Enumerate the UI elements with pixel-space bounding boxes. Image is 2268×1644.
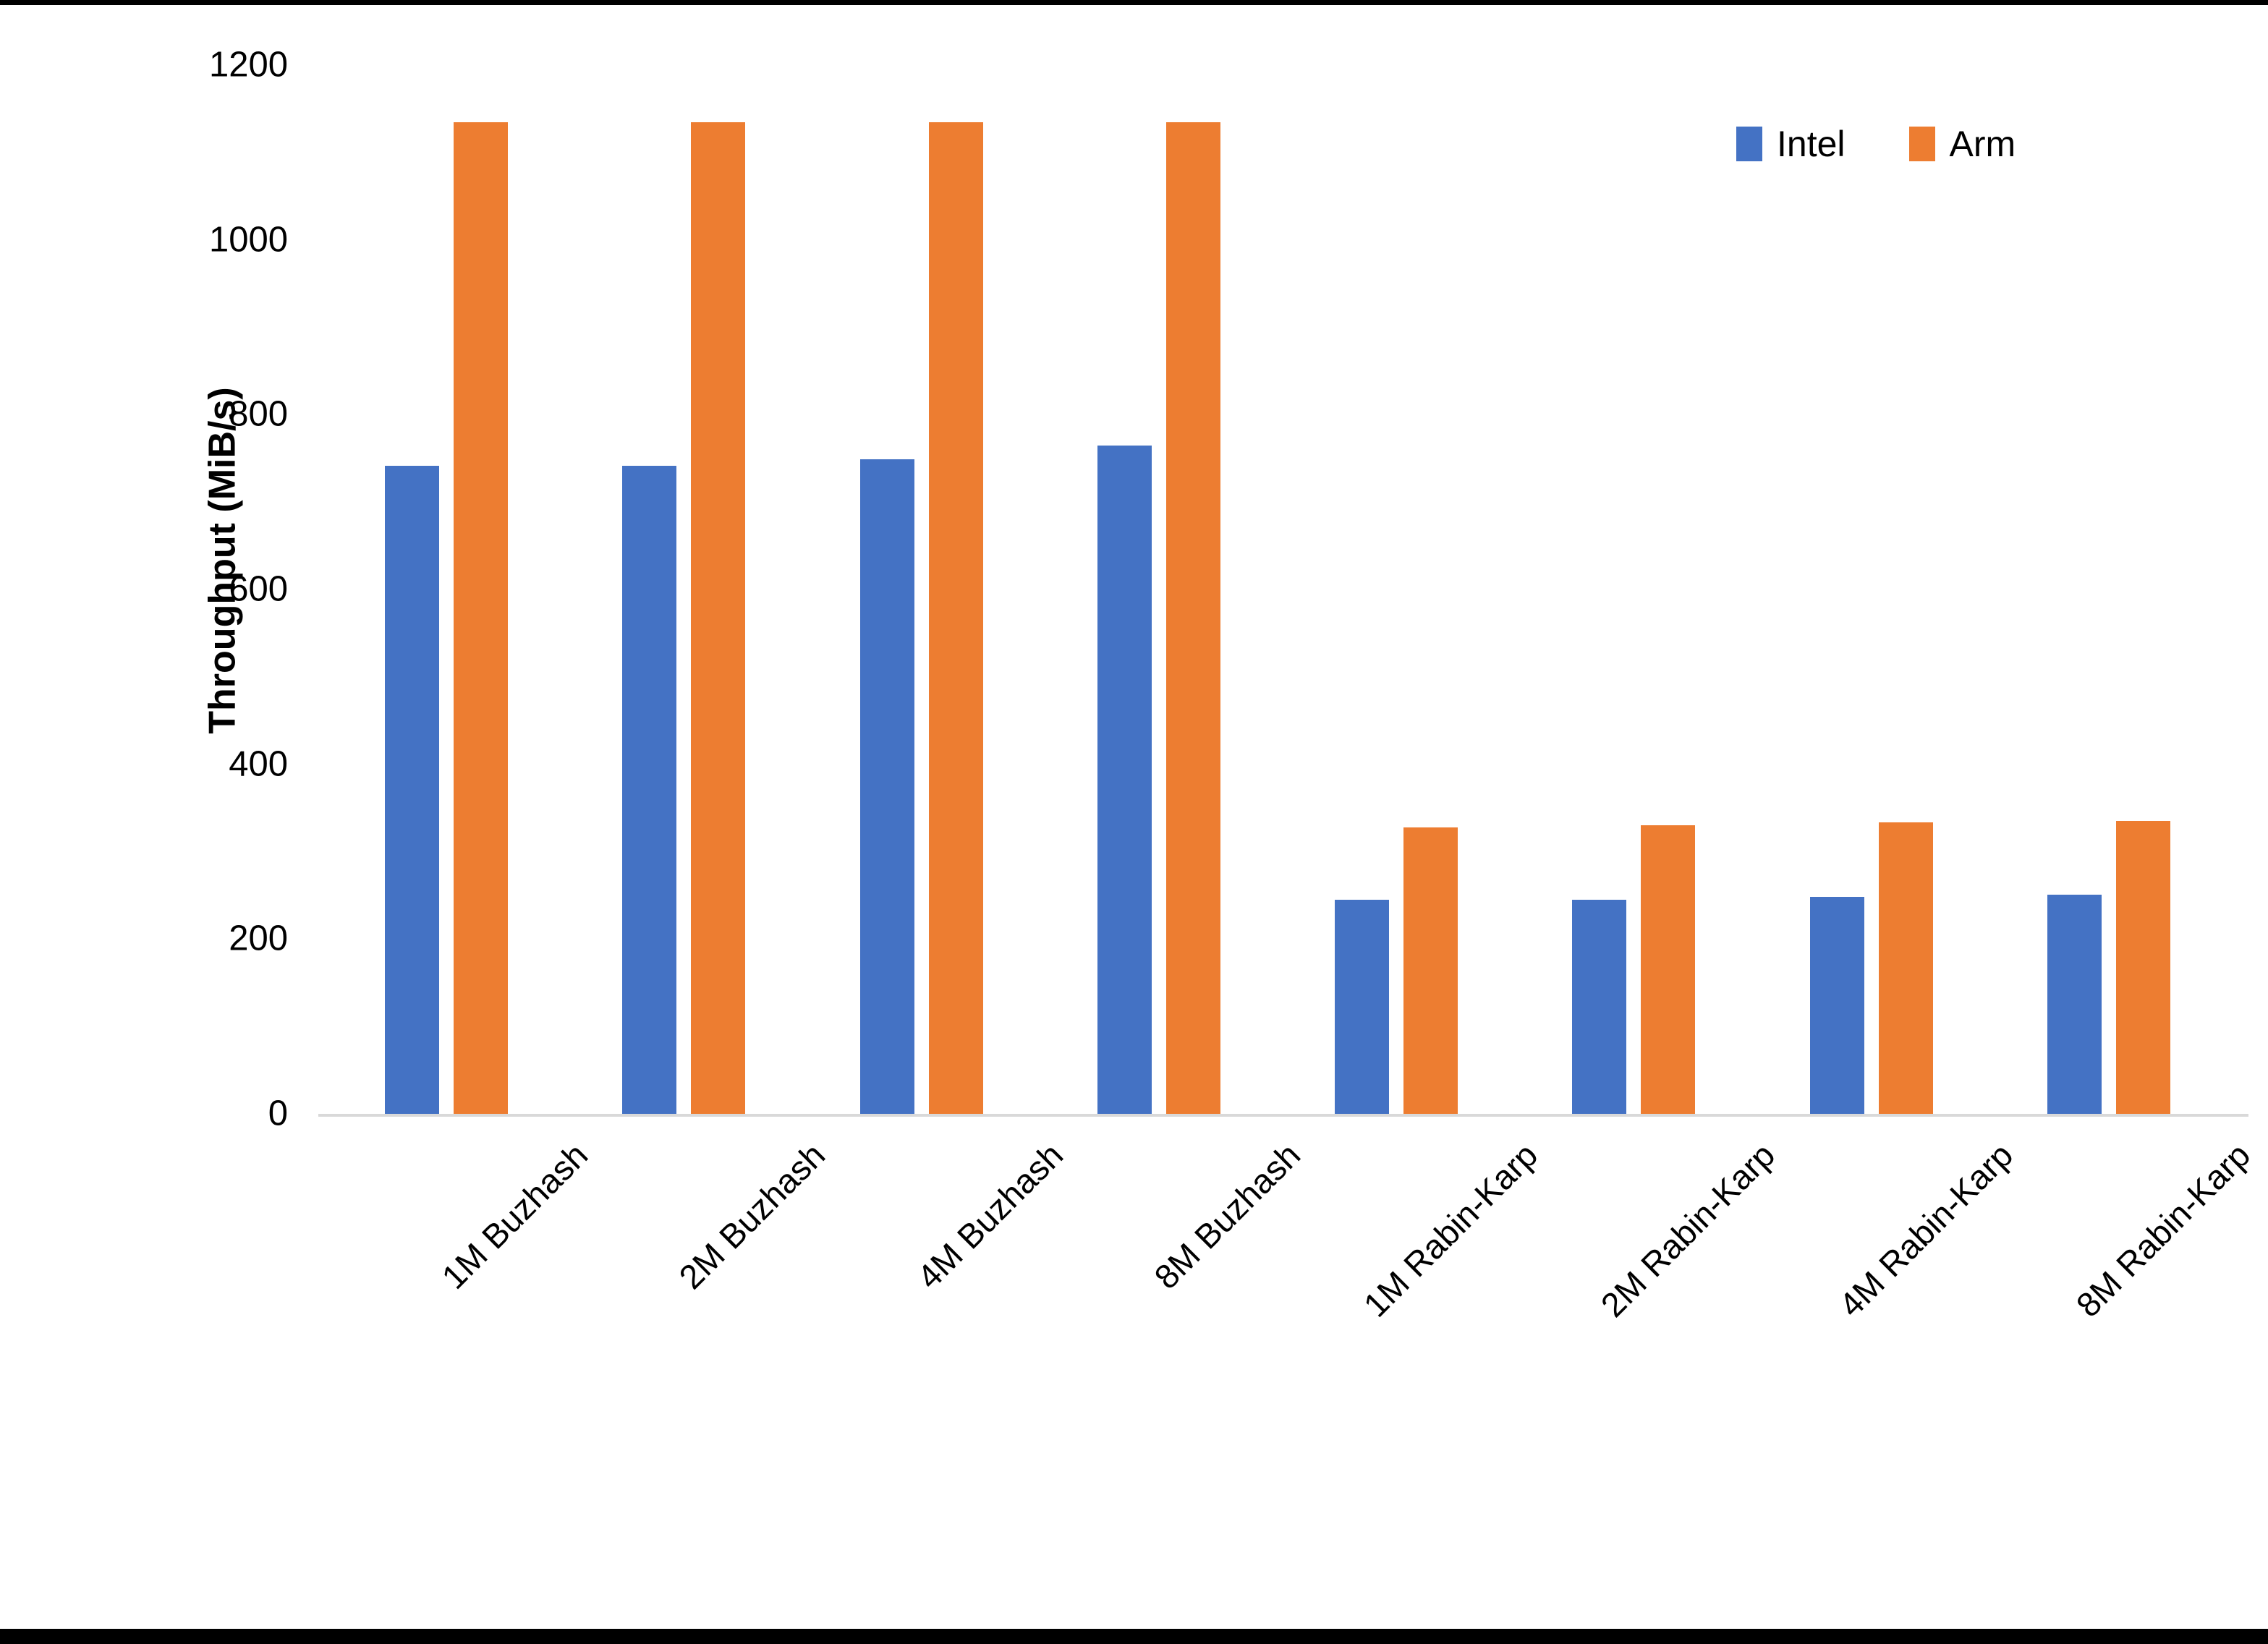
x-axis-label-8M Rabin-Karp: 8M Rabin-Karp [2068,1135,2258,1324]
x-axis-label-8M Buzhash: 8M Buzhash [1147,1135,1308,1297]
y-tick-label: 400 [229,744,288,784]
bar-group-8M Rabin-Karp [1990,67,2227,1115]
intel-bar-2M Rabin-Karp [1572,900,1627,1115]
bar-group-2M Buzhash [565,67,802,1115]
y-tick-label: 1200 [208,45,288,85]
legend-item-arm: Arm [1908,123,2016,165]
intel-bar-8M Buzhash [1097,446,1152,1115]
y-tick-label: 600 [229,569,288,609]
bar-group-4M Rabin-Karp [1753,67,1990,1115]
plot-area [328,67,2227,1115]
bar-group-2M Rabin-Karp [1515,67,1752,1115]
y-tick-label: 200 [229,919,288,958]
arm-bar-8M Rabin-Karp [2115,821,2170,1115]
x-axis-label-2M Rabin-Karp: 2M Rabin-Karp [1593,1135,1783,1324]
intel-bar-1M Rabin-Karp [1335,900,1390,1115]
intel-bar-2M Buzhash [622,466,677,1115]
legend-label-intel: Intel [1777,124,1846,164]
x-axis-line [318,1114,2248,1117]
bar-group-8M Buzhash [1040,67,1278,1115]
legend-label-arm: Arm [1949,124,2016,164]
legend: Intel Arm [1736,123,2016,165]
arm-bar-1M Buzhash [454,122,509,1115]
top-border [0,0,2268,5]
y-tick-label: 800 [229,394,288,434]
legend-item-intel: Intel [1736,123,1846,165]
y-axis-title: Throughput (MiB/s) [201,387,244,734]
arm-bar-2M Buzhash [691,122,746,1115]
bar-group-1M Buzhash [328,67,565,1115]
intel-bar-8M Rabin-Karp [2047,895,2102,1115]
y-tick-label: 1000 [208,220,288,260]
x-axis-label-2M Buzhash: 2M Buzhash [671,1135,833,1297]
intel-bar-1M Buzhash [385,466,440,1115]
arm-bar-4M Buzhash [928,122,983,1115]
arm-bar-2M Rabin-Karp [1641,825,1696,1115]
arm-bar-1M Rabin-Karp [1403,827,1458,1115]
bar-group-1M Rabin-Karp [1278,67,1515,1115]
bottom-border [0,1629,2268,1644]
arm-series-swatch-icon [1908,127,1935,161]
bar-group-4M Buzhash [803,67,1040,1115]
intel-bar-4M Buzhash [859,459,914,1115]
arm-bar-8M Buzhash [1165,122,1220,1115]
arm-bar-4M Rabin-Karp [1878,822,1933,1115]
intel-bar-4M Rabin-Karp [1809,897,1864,1115]
x-axis-label-4M Rabin-Karp: 4M Rabin-Karp [1830,1135,2020,1324]
x-axis-label-1M Rabin-Karp: 1M Rabin-Karp [1356,1135,1545,1324]
y-tick-label: 0 [268,1094,288,1133]
intel-series-swatch-icon [1736,127,1762,161]
x-axis-label-1M Buzhash: 1M Buzhash [434,1135,595,1297]
x-axis-label-4M Buzhash: 4M Buzhash [909,1135,1070,1297]
